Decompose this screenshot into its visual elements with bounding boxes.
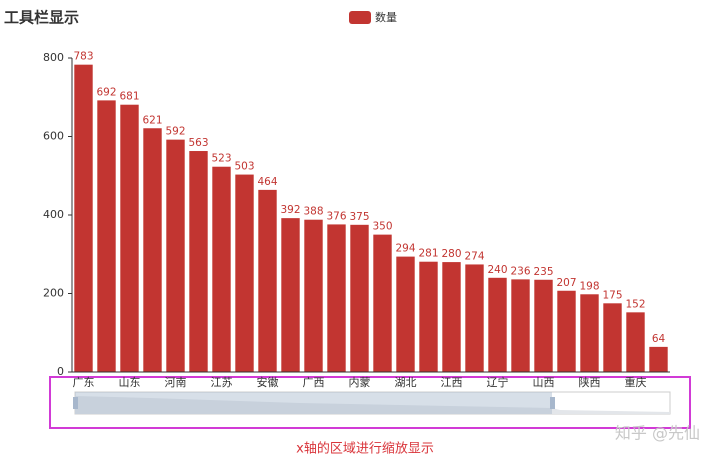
value-label: 350 [372,221,392,233]
x-tick-label: 山东 [119,376,141,389]
annotation: x轴的区域进行缩放显示 [296,441,434,457]
value-label: 621 [142,114,162,126]
bar [442,262,461,372]
zoom-handle[interactable] [73,397,78,409]
bar [189,151,208,372]
bar [350,224,369,372]
value-label: 563 [188,137,208,149]
value-label: 388 [303,206,323,218]
value-label: 235 [533,266,553,278]
value-label: 783 [73,51,93,63]
value-label: 681 [119,91,139,103]
value-label: 503 [234,161,254,173]
bar [626,312,645,372]
bar [304,219,323,372]
y-tick-label: 600 [43,130,64,143]
x-tick-label: 江苏 [211,376,233,389]
value-label: 281 [418,248,438,260]
value-label: 592 [165,126,185,138]
value-label: 523 [211,153,231,165]
bar [281,218,300,372]
zoom-handle[interactable] [550,397,555,409]
bar [396,256,415,372]
bar [327,224,346,372]
value-label: 274 [464,250,484,262]
bar [212,166,231,372]
x-tick-label: 辽宁 [487,375,509,389]
bar [511,279,530,372]
bar [373,234,392,372]
bar [649,346,668,372]
x-tick-label: 江西 [441,376,463,389]
bar [120,104,139,373]
highlight-box [49,376,691,429]
x-tick-label: 内蒙 [349,375,371,389]
y-tick-label: 800 [43,51,64,64]
bar [143,128,162,372]
value-label: 152 [625,298,645,310]
bar [74,64,93,373]
value-label: 376 [326,210,346,222]
bar [235,174,254,372]
value-label: 294 [395,243,415,255]
y-tick-label: 400 [43,208,64,221]
x-tick-label: 河南 [165,376,187,389]
value-label: 198 [579,280,599,292]
bar [465,264,484,372]
zoom-preview [75,396,670,414]
x-tick-label: 广东 [73,376,95,389]
watermark: 知乎 @先仙 [615,424,700,443]
y-tick-label: 200 [43,287,64,300]
bar [488,277,507,372]
x-tick-label: 广西 [303,376,325,389]
bar [166,139,185,372]
x-tick-label: 安徽 [257,375,279,389]
bar [258,189,277,372]
bar [580,294,599,372]
value-label: 692 [96,86,116,98]
value-label: 175 [602,289,622,301]
bar [419,261,438,372]
value-label: 64 [652,333,666,345]
bar [534,279,553,372]
chart-title: 工具栏显示 [4,9,79,27]
legend-swatch[interactable] [349,11,371,24]
bar [97,100,116,372]
value-label: 207 [556,277,576,289]
value-label: 375 [349,211,369,223]
x-tick-label: 陕西 [579,375,601,389]
value-label: 280 [441,248,461,260]
zoom-selection[interactable] [75,392,552,414]
value-label: 236 [510,265,530,277]
x-tick-label: 重庆 [625,375,647,389]
x-tick-label: 湖北 [395,376,417,389]
value-label: 464 [257,176,277,188]
data-zoom[interactable] [73,391,671,415]
value-label: 240 [487,264,507,276]
x-tick-label: 山西 [533,376,555,389]
bar [603,303,622,372]
legend-label[interactable]: 数量 [375,11,397,24]
value-label: 392 [280,204,300,216]
y-tick-label: 0 [57,365,64,378]
bar [557,290,576,372]
